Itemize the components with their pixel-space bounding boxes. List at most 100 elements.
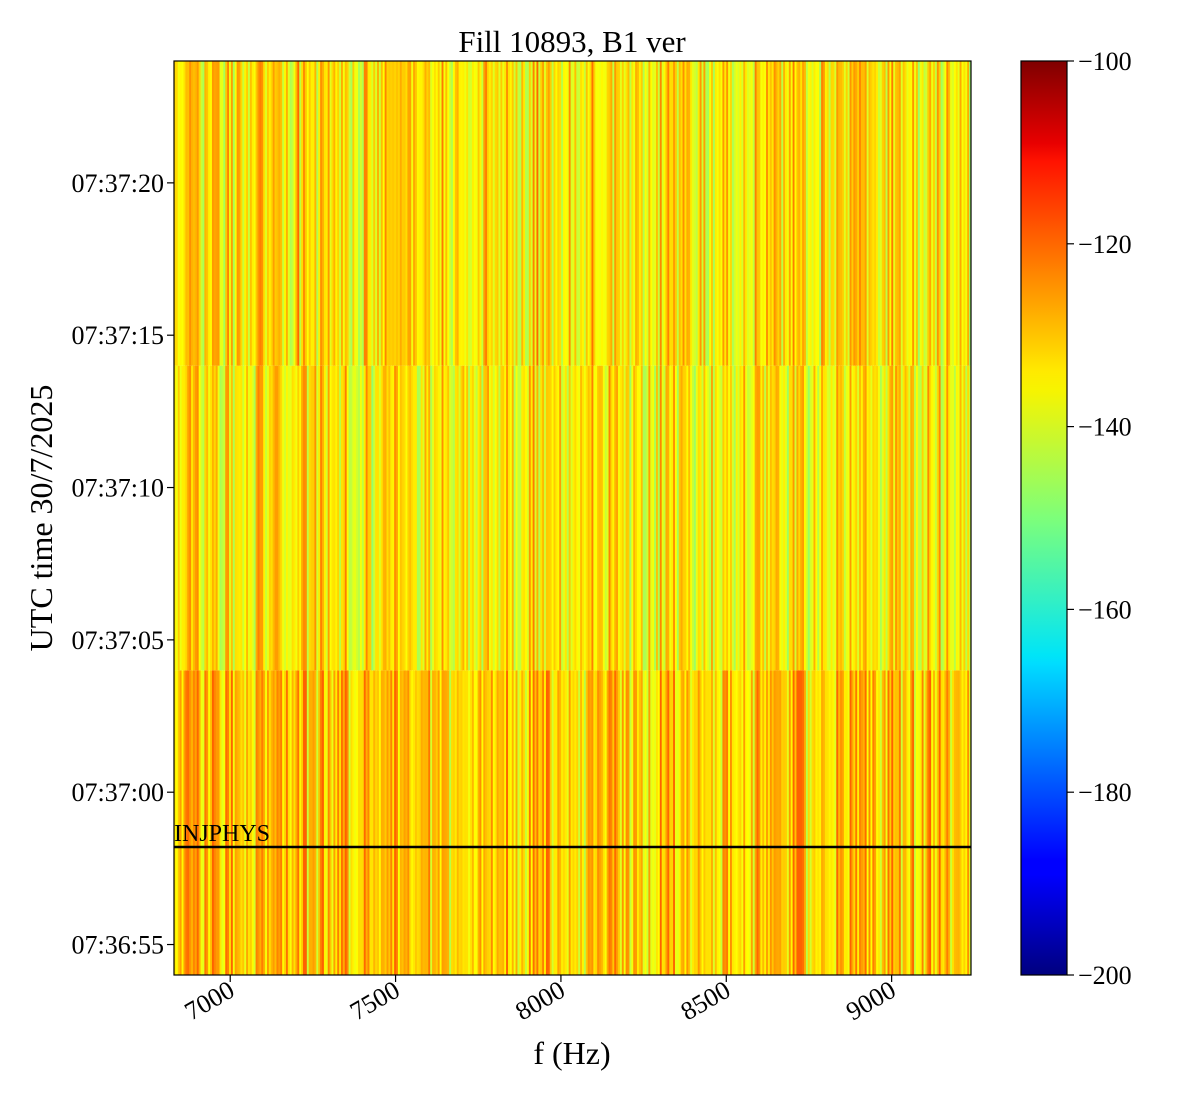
heatmap-cell: [208, 61, 211, 366]
heatmap-cell: [179, 61, 183, 366]
heatmap-cell: [287, 670, 291, 975]
heatmap-cell: [538, 61, 541, 366]
heatmap-cell: [637, 670, 640, 975]
heatmap-cell: [720, 670, 724, 975]
heatmap-cell: [581, 670, 585, 975]
heatmap-cell: [699, 670, 703, 975]
heatmap-cell: [289, 670, 293, 975]
heatmap-cell: [802, 670, 805, 975]
heatmap-cell: [304, 365, 308, 671]
heatmap-cell: [857, 61, 860, 366]
heatmap-cell: [390, 365, 393, 671]
heatmap-cell: [838, 670, 841, 975]
heatmap-cell: [555, 670, 558, 975]
heatmap-cell: [762, 61, 765, 366]
heatmap-cell: [915, 365, 919, 671]
heatmap-cell: [261, 670, 264, 975]
heatmap-cell: [248, 365, 251, 671]
heatmap-cell: [242, 365, 245, 671]
heatmap-cell: [616, 61, 619, 366]
heatmap-cell: [563, 365, 566, 671]
heatmap-cell: [217, 61, 221, 366]
heatmap-cell: [354, 365, 357, 671]
heatmap-cell: [568, 670, 572, 975]
heatmap-cell: [185, 61, 188, 366]
heatmap-cell: [927, 61, 930, 366]
heatmap-cell: [813, 365, 816, 671]
heatmap-cell: [878, 670, 881, 975]
heatmap-cell: [337, 365, 340, 671]
heatmap-cell: [942, 61, 946, 366]
heatmap-cell: [386, 61, 390, 366]
heatmap-cell: [804, 670, 807, 975]
y-axis-label: UTC time 30/7/2025: [23, 385, 59, 652]
heatmap-cell: [593, 670, 596, 975]
heatmap-cell: [331, 61, 334, 366]
heatmap-cell: [192, 670, 196, 975]
heatmap-cell: [633, 365, 636, 671]
heatmap-cell: [564, 670, 568, 975]
heatmap-cell: [714, 365, 718, 671]
heatmap-cell: [418, 670, 422, 975]
heatmap-cell: [555, 61, 558, 366]
heatmap-cell: [841, 670, 845, 975]
heatmap-cell: [667, 670, 670, 975]
heatmap-cell: [838, 61, 841, 366]
heatmap-cell: [860, 61, 864, 366]
heatmap-cell: [618, 365, 621, 671]
heatmap-cell: [492, 670, 496, 975]
heatmap-cell: [526, 365, 530, 671]
heatmap-cell: [536, 670, 539, 975]
heatmap-cell: [568, 365, 572, 671]
heatmap-cell: [439, 670, 443, 975]
heatmap-cell: [747, 670, 750, 975]
heatmap-cell: [783, 365, 786, 671]
heatmap-cell: [654, 670, 657, 975]
heatmap-cell: [695, 365, 699, 671]
heatmap-cell: [963, 365, 966, 671]
heatmap-cell: [191, 365, 194, 671]
heatmap-cell: [760, 365, 763, 671]
heatmap-cell: [175, 61, 179, 366]
heatmap-cell: [959, 365, 963, 671]
heatmap-cell: [200, 365, 204, 671]
heatmap-cell: [348, 61, 352, 366]
heatmap-cell: [872, 670, 875, 975]
heatmap-cell: [845, 61, 849, 366]
heatmap-cell: [416, 61, 420, 366]
heatmap-cell: [422, 61, 426, 366]
heatmap-cell: [378, 365, 382, 671]
heatmap-cell: [610, 670, 613, 975]
heatmap-cell: [475, 61, 479, 366]
heatmap-cell: [853, 670, 856, 975]
heatmap-cell: [790, 670, 794, 975]
heatmap-cell: [339, 61, 342, 366]
heatmap-cell: [466, 61, 469, 366]
heatmap-cell: [805, 365, 809, 671]
heatmap-cell: [430, 365, 433, 671]
heatmap-cell: [807, 61, 811, 366]
heatmap-cell: [627, 61, 631, 366]
heatmap-cell: [887, 61, 890, 366]
heatmap-cell: [786, 365, 790, 671]
heatmap-cell: [242, 61, 245, 366]
heatmap-cell: [767, 61, 771, 366]
heatmap-cell: [663, 670, 667, 975]
heatmap-cell: [680, 670, 684, 975]
heatmap-cell: [473, 365, 477, 671]
heatmap-cell: [864, 365, 868, 671]
heatmap-cell: [781, 670, 784, 975]
heatmap-cell: [183, 61, 186, 366]
heatmap-cell: [397, 365, 401, 671]
heatmap-cell: [437, 61, 441, 366]
heatmap-cell: [581, 365, 585, 671]
heatmap-cell: [804, 365, 807, 671]
heatmap-cell: [447, 61, 450, 366]
heatmap-cell: [621, 365, 625, 671]
heatmap-cell: [963, 670, 966, 975]
heatmap-cell: [509, 670, 513, 975]
heatmap-cell: [424, 61, 427, 366]
heatmap-cell: [433, 365, 437, 671]
heatmap-cell: [255, 365, 259, 671]
heatmap-cell: [346, 365, 350, 671]
